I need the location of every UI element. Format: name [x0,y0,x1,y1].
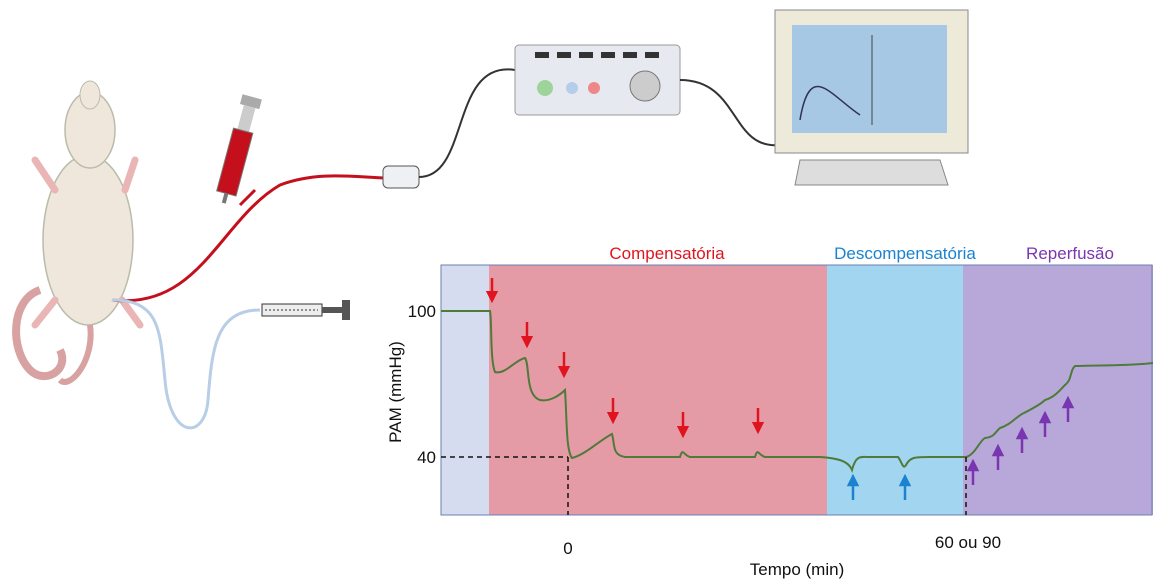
cable [418,68,516,178]
baseline-region [441,265,489,515]
phase-region [827,265,963,515]
plot [440,264,1153,516]
hemorrhage-arrows [485,278,765,439]
plot-frame [440,264,1153,516]
cable [679,79,781,147]
phase-region [489,265,827,515]
transducer [382,165,420,189]
phase-region [963,265,1153,515]
phase-label: Descompensatória [834,244,976,263]
reperfusion-arrows [966,395,1075,485]
blood-line [111,174,389,303]
y-tick-label: 100 [408,302,436,321]
infusion-line [111,298,261,430]
y-axis-label: PAM (mmHg) [386,341,405,443]
red-syringe [216,94,262,204]
phase-label: Reperfusão [1026,244,1114,263]
x-tick-label: 0 [563,539,572,558]
infusion-syringe [261,300,350,320]
rat [12,80,144,385]
pressure-curve [441,310,1153,474]
reference-line [441,456,967,515]
x-axis-label: Tempo (min) [750,560,844,579]
x-tick-label: 60 ou 90 [935,533,1001,552]
phase-label: Compensatória [609,244,725,263]
y-tick-label: 40 [417,448,436,467]
monitor [774,9,969,186]
syringe-line [238,188,257,207]
amplifier [514,44,681,116]
decompensation-arrows [846,473,912,500]
